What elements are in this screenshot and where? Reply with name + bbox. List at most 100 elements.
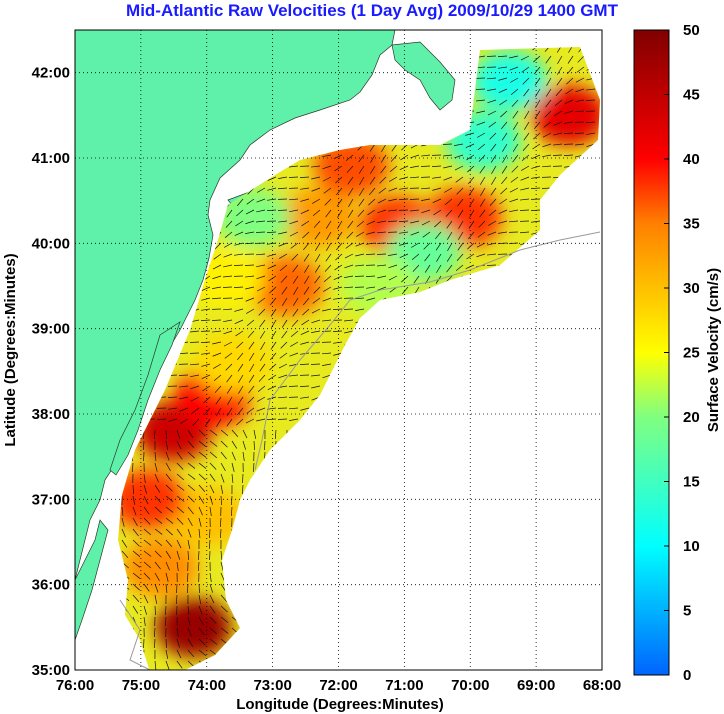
current-arrow xyxy=(564,110,574,114)
current-arrow xyxy=(325,220,332,229)
current-arrow xyxy=(542,143,552,148)
current-arrow xyxy=(153,627,156,638)
bathymetry-contour xyxy=(254,231,601,471)
current-arrow xyxy=(498,66,508,69)
current-arrow xyxy=(480,176,486,185)
current-arrow xyxy=(390,154,398,162)
current-arrow xyxy=(377,198,387,204)
current-arrow xyxy=(344,330,354,334)
current-arrow xyxy=(216,407,222,416)
x-tick-label: 70:00 xyxy=(451,677,489,694)
current-arrow xyxy=(356,231,365,237)
current-arrow xyxy=(268,374,277,381)
current-arrow xyxy=(313,286,321,294)
current-arrow xyxy=(245,220,255,225)
current-arrow xyxy=(398,198,409,200)
current-arrow xyxy=(314,264,321,273)
current-arrow xyxy=(520,55,530,61)
current-arrow xyxy=(575,143,585,146)
current-arrow xyxy=(245,297,255,302)
current-arrow xyxy=(314,231,321,240)
current-arrow xyxy=(445,209,453,217)
current-arrow xyxy=(292,264,299,273)
current-arrow xyxy=(209,451,218,459)
current-arrow xyxy=(311,176,321,180)
current-arrow xyxy=(231,462,235,472)
current-arrow xyxy=(336,187,343,196)
current-arrow xyxy=(381,143,387,152)
current-arrow xyxy=(347,209,354,218)
current-arrow xyxy=(227,396,233,405)
current-arrow xyxy=(398,220,409,222)
current-arrow xyxy=(247,396,255,404)
current-arrow xyxy=(165,572,169,582)
current-arrow xyxy=(187,528,192,538)
current-arrow xyxy=(167,396,178,398)
current-arrow xyxy=(490,143,497,152)
current-arrow xyxy=(154,528,163,535)
current-arrow xyxy=(421,154,431,157)
current-arrow xyxy=(446,264,453,273)
current-arrow xyxy=(347,220,354,229)
current-arrow xyxy=(242,429,248,439)
current-arrow xyxy=(253,440,255,451)
current-arrow xyxy=(335,253,343,261)
current-arrow xyxy=(388,209,398,212)
x-axis-label: Longitude (Degrees:Minutes) xyxy=(236,696,444,713)
current-arrow xyxy=(432,198,442,203)
current-arrow xyxy=(234,319,244,325)
current-arrow xyxy=(564,121,574,124)
current-arrow xyxy=(388,275,398,281)
current-arrow xyxy=(490,154,497,163)
current-arrow xyxy=(322,165,332,170)
colorbar-tick-label: 5 xyxy=(683,603,691,620)
current-arrow xyxy=(246,407,255,414)
current-arrow xyxy=(201,374,211,380)
current-arrow xyxy=(546,77,552,86)
current-arrow xyxy=(326,242,332,251)
current-arrow xyxy=(523,88,530,97)
current-arrow xyxy=(249,352,255,361)
current-arrow xyxy=(256,264,266,268)
current-arrow xyxy=(359,176,365,185)
current-arrow xyxy=(567,55,574,64)
current-arrow xyxy=(477,231,486,238)
current-arrow xyxy=(201,308,211,311)
bathymetry-contour-2 xyxy=(119,599,151,670)
current-arrow xyxy=(535,88,541,97)
current-arrow xyxy=(344,253,354,259)
current-arrow xyxy=(520,198,530,201)
current-arrow xyxy=(267,187,277,191)
current-arrow xyxy=(281,319,288,328)
current-arrow xyxy=(223,264,233,268)
current-arrow xyxy=(143,517,151,525)
current-arrow xyxy=(412,264,420,272)
current-arrow xyxy=(542,132,552,138)
current-arrow xyxy=(224,242,233,248)
current-arrow xyxy=(259,330,266,339)
current-arrow xyxy=(344,319,354,322)
current-arrow xyxy=(209,462,217,470)
current-arrow xyxy=(245,209,255,215)
current-arrow xyxy=(322,308,332,312)
velocity-blob xyxy=(122,537,199,598)
current-arrow xyxy=(497,55,508,57)
y-axis-ticks: 35:00 36:00 37:00 38:00 39:00 40:00 41:00 42:00 xyxy=(32,65,70,679)
current-arrow xyxy=(190,330,200,333)
current-arrow xyxy=(498,77,508,81)
current-arrow xyxy=(165,649,169,659)
current-arrow xyxy=(344,286,354,289)
current-arrow xyxy=(220,473,225,483)
current-arrow xyxy=(154,660,157,670)
current-arrow xyxy=(248,374,255,383)
current-arrow xyxy=(209,627,218,635)
current-arrow xyxy=(358,154,365,163)
current-arrow xyxy=(165,660,170,670)
current-arrow xyxy=(512,110,519,119)
current-arrow xyxy=(289,220,299,225)
current-arrow xyxy=(302,231,310,239)
current-arrow xyxy=(204,418,211,427)
current-arrow xyxy=(179,352,189,355)
current-arrow xyxy=(143,484,148,494)
current-arrow xyxy=(315,253,321,262)
